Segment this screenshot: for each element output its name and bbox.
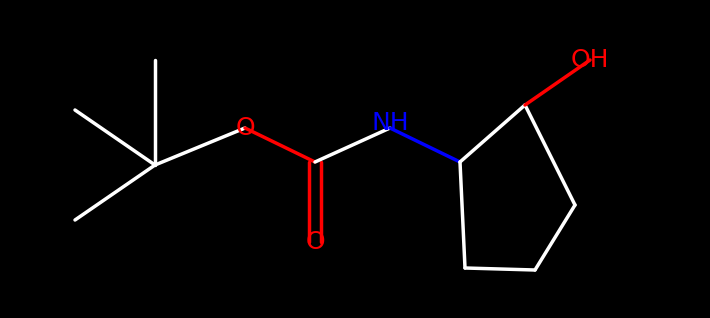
- Text: OH: OH: [571, 48, 609, 72]
- Text: O: O: [235, 116, 255, 140]
- Text: NH: NH: [371, 111, 409, 135]
- Text: O: O: [305, 230, 324, 254]
